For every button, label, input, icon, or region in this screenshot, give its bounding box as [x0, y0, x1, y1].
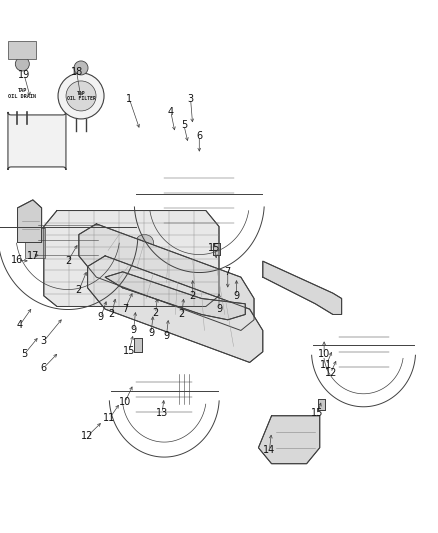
Text: TAP
OIL DRAIN: TAP OIL DRAIN: [8, 88, 36, 99]
Text: 2: 2: [190, 291, 196, 301]
Text: 15: 15: [208, 243, 221, 253]
Text: 9: 9: [216, 304, 222, 314]
FancyBboxPatch shape: [8, 112, 66, 170]
Polygon shape: [18, 200, 42, 243]
Text: 9: 9: [148, 328, 154, 338]
Polygon shape: [79, 224, 254, 330]
Text: 11: 11: [103, 414, 116, 423]
Text: 2: 2: [65, 256, 71, 266]
Polygon shape: [258, 416, 320, 464]
Text: 17: 17: [27, 251, 39, 261]
Text: 10: 10: [318, 350, 330, 359]
Text: 9: 9: [131, 326, 137, 335]
Text: 11: 11: [320, 360, 332, 370]
Ellipse shape: [66, 81, 96, 111]
Text: 2: 2: [179, 310, 185, 319]
Text: 5: 5: [181, 120, 187, 130]
Text: 2: 2: [109, 310, 115, 319]
Text: 4: 4: [17, 320, 23, 330]
Bar: [25, 228, 45, 257]
Bar: [8, 41, 36, 59]
Text: 12: 12: [81, 431, 94, 441]
Text: 9: 9: [163, 331, 170, 341]
Text: 19: 19: [18, 70, 30, 79]
Text: 16: 16: [11, 255, 24, 265]
Text: 4: 4: [168, 107, 174, 117]
Polygon shape: [44, 211, 219, 306]
Text: 2: 2: [76, 286, 82, 295]
Ellipse shape: [58, 73, 104, 119]
Text: 18: 18: [71, 67, 83, 77]
Text: 9: 9: [233, 291, 240, 301]
Text: 6: 6: [196, 131, 202, 141]
Text: 15: 15: [311, 408, 324, 418]
Text: 1: 1: [126, 94, 132, 103]
Text: 3: 3: [187, 94, 194, 103]
Text: 6: 6: [41, 363, 47, 373]
Text: 12: 12: [325, 368, 337, 378]
Polygon shape: [318, 399, 325, 410]
Text: 15: 15: [123, 346, 135, 356]
Text: 2: 2: [152, 309, 159, 318]
Text: 9: 9: [98, 312, 104, 322]
Polygon shape: [88, 256, 263, 362]
Ellipse shape: [74, 61, 88, 75]
Text: 7: 7: [122, 304, 128, 314]
Text: 7: 7: [225, 267, 231, 277]
Ellipse shape: [94, 233, 116, 252]
Polygon shape: [134, 338, 142, 352]
Text: 10: 10: [119, 398, 131, 407]
Text: 13: 13: [156, 408, 168, 418]
Text: 14: 14: [263, 446, 276, 455]
Polygon shape: [213, 243, 220, 255]
Text: TAP
OIL FILTER: TAP OIL FILTER: [67, 91, 95, 101]
Polygon shape: [105, 272, 245, 320]
Text: 5: 5: [21, 350, 27, 359]
Ellipse shape: [15, 57, 29, 71]
Polygon shape: [263, 261, 342, 314]
Ellipse shape: [135, 235, 154, 251]
Text: 3: 3: [41, 336, 47, 346]
